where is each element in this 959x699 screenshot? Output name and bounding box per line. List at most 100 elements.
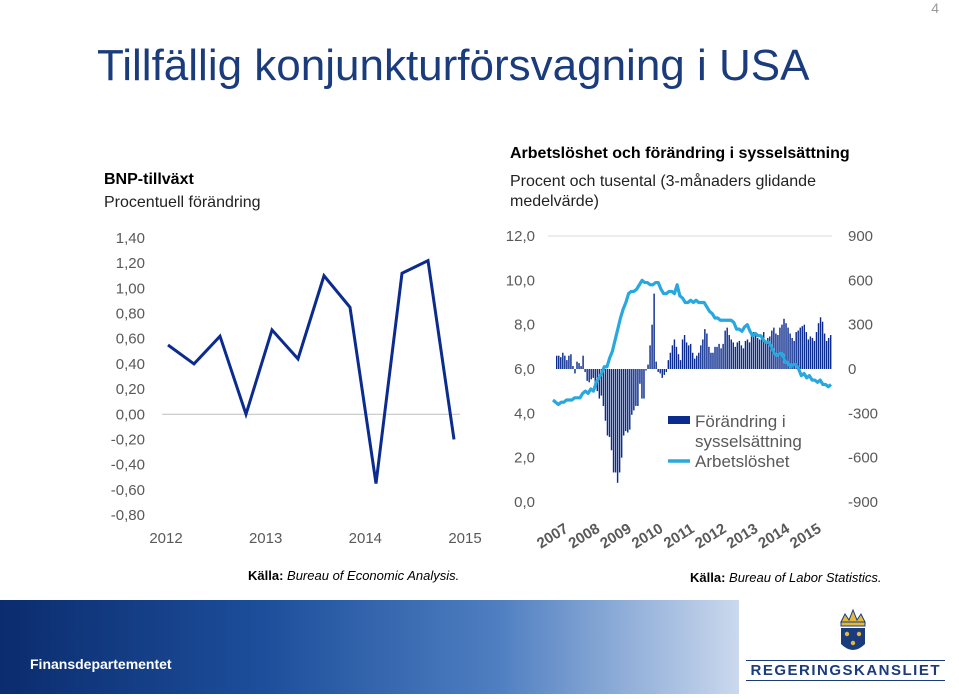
employment-change-bar	[649, 345, 651, 369]
employment-change-bar	[825, 340, 828, 369]
labor-x-tick-label: 2011	[661, 520, 698, 552]
employment-change-bar	[809, 336, 812, 369]
employment-change-bar	[785, 323, 787, 369]
employment-change-bar	[606, 369, 609, 436]
labor-chart-subtitle: Procent och tusental (3-månaders glidand…	[510, 173, 816, 210]
employment-change-bar	[683, 335, 686, 369]
department-name: Finansdepartementet	[30, 656, 172, 672]
gdp-x-tick-label: 2012	[149, 530, 182, 547]
employment-change-bar	[730, 339, 732, 369]
employment-change-bar	[602, 369, 605, 406]
employment-change-bar	[742, 348, 745, 369]
legend-label-unemployment: Arbetslöshet	[695, 452, 790, 471]
employment-change-bar	[564, 355, 566, 369]
employment-change-bar	[775, 333, 777, 369]
labor-left-y-tick-label: 8,0	[514, 317, 535, 334]
legend-label-employment: Förändring i sysselsättning	[695, 412, 802, 451]
employment-change-bar	[667, 360, 670, 369]
labor-left-y-tick-label: 12,0	[506, 228, 535, 245]
employment-change-bar	[665, 369, 668, 372]
employment-change-bar	[819, 317, 822, 369]
gdp-y-tick-label: 0,20	[116, 381, 145, 398]
employment-change-bar	[765, 342, 767, 369]
employment-change-bar	[673, 339, 676, 369]
employment-change-bar	[679, 360, 682, 369]
employment-change-bar	[570, 354, 572, 369]
employment-change-bar	[817, 323, 820, 369]
labor-source: Källa: Bureau of Labor Statistics.	[690, 570, 882, 585]
employment-change-bar	[635, 369, 637, 406]
employment-change-bar	[612, 369, 615, 473]
labor-x-tick-label: 2012	[692, 520, 729, 552]
employment-change-bar	[651, 324, 653, 369]
employment-change-bar	[756, 337, 759, 369]
employment-change-bar	[685, 342, 688, 369]
employment-change-bar	[592, 369, 594, 378]
employment-change-bar	[677, 354, 680, 369]
logo-area	[739, 600, 959, 694]
employment-change-bar	[627, 369, 629, 433]
gdp-y-tick-label: 1,00	[116, 280, 145, 297]
labor-x-tick-label: 2008	[566, 520, 603, 552]
employment-change-bar	[704, 329, 706, 369]
employment-change-bar	[657, 369, 659, 372]
employment-change-bar	[576, 361, 578, 369]
labor-right-y-tick-label: -600	[848, 450, 878, 467]
employment-change-bar	[732, 342, 734, 369]
employment-change-bar	[718, 343, 720, 369]
employment-change-bar	[671, 345, 674, 369]
labor-right-y-tick-label: 600	[848, 272, 873, 289]
employment-change-bar	[620, 369, 623, 458]
legend-swatch-employment	[668, 416, 690, 424]
employment-change-bar	[618, 369, 621, 473]
employment-change-bar	[783, 318, 785, 369]
employment-change-bar	[578, 363, 580, 369]
employment-change-bar	[580, 366, 582, 369]
labor-right-y-tick-label: 900	[848, 228, 873, 245]
employment-change-bar	[687, 345, 690, 369]
employment-change-bar	[625, 369, 627, 432]
employment-change-bar	[616, 369, 619, 483]
employment-change-bar	[811, 337, 814, 369]
employment-change-bar	[716, 346, 718, 369]
employment-change-bar	[791, 337, 793, 369]
gdp-source-text: Bureau of Economic Analysis.	[287, 568, 460, 583]
employment-change-bar	[643, 369, 645, 399]
employment-change-bar	[556, 355, 558, 369]
employment-change-bar	[714, 346, 716, 369]
employment-change-bar	[698, 352, 700, 369]
gdp-y-tick-label: 1,40	[116, 230, 145, 247]
labor-left-y-tick-label: 10,0	[506, 272, 535, 289]
employment-change-bar	[708, 346, 710, 369]
gdp-y-tick-label: 0,00	[116, 406, 145, 423]
gdp-y-tick-label: 1,20	[116, 255, 145, 272]
gdp-chart-subtitle: Procentuell förändring	[104, 194, 261, 211]
employment-change-bar	[645, 369, 647, 371]
employment-change-bar	[799, 327, 801, 369]
employment-change-bar	[754, 335, 757, 369]
labor-x-tick-label: 2009	[597, 520, 634, 552]
gdp-y-tick-label: 0,40	[116, 356, 145, 373]
employment-change-bar	[669, 352, 672, 369]
labor-x-tick-label: 2014	[755, 520, 793, 552]
crown-emblem-icon	[840, 608, 866, 650]
labor-right-y-tick-label: 0	[848, 361, 856, 378]
employment-change-bar	[734, 346, 737, 369]
employment-change-bar	[568, 355, 570, 369]
employment-change-bar	[572, 366, 574, 369]
employment-change-bar	[821, 321, 824, 369]
employment-change-bar	[738, 340, 741, 369]
employment-change-bar	[633, 369, 635, 411]
employment-change-bar	[750, 333, 753, 369]
employment-change-bar	[574, 369, 576, 374]
employment-change-bar	[779, 327, 781, 369]
employment-change-bar	[767, 337, 769, 369]
employment-change-bar	[740, 345, 743, 369]
slide-title: Tillfällig konjunkturförsvagning i USA	[97, 41, 810, 90]
labor-x-tick-label: 2010	[629, 520, 666, 552]
employment-change-bar	[637, 369, 639, 406]
employment-change-bar	[827, 337, 830, 369]
page-number: 4	[931, 0, 939, 16]
employment-change-bar	[748, 342, 751, 369]
labor-left-y-tick-label: 2,0	[514, 450, 535, 467]
